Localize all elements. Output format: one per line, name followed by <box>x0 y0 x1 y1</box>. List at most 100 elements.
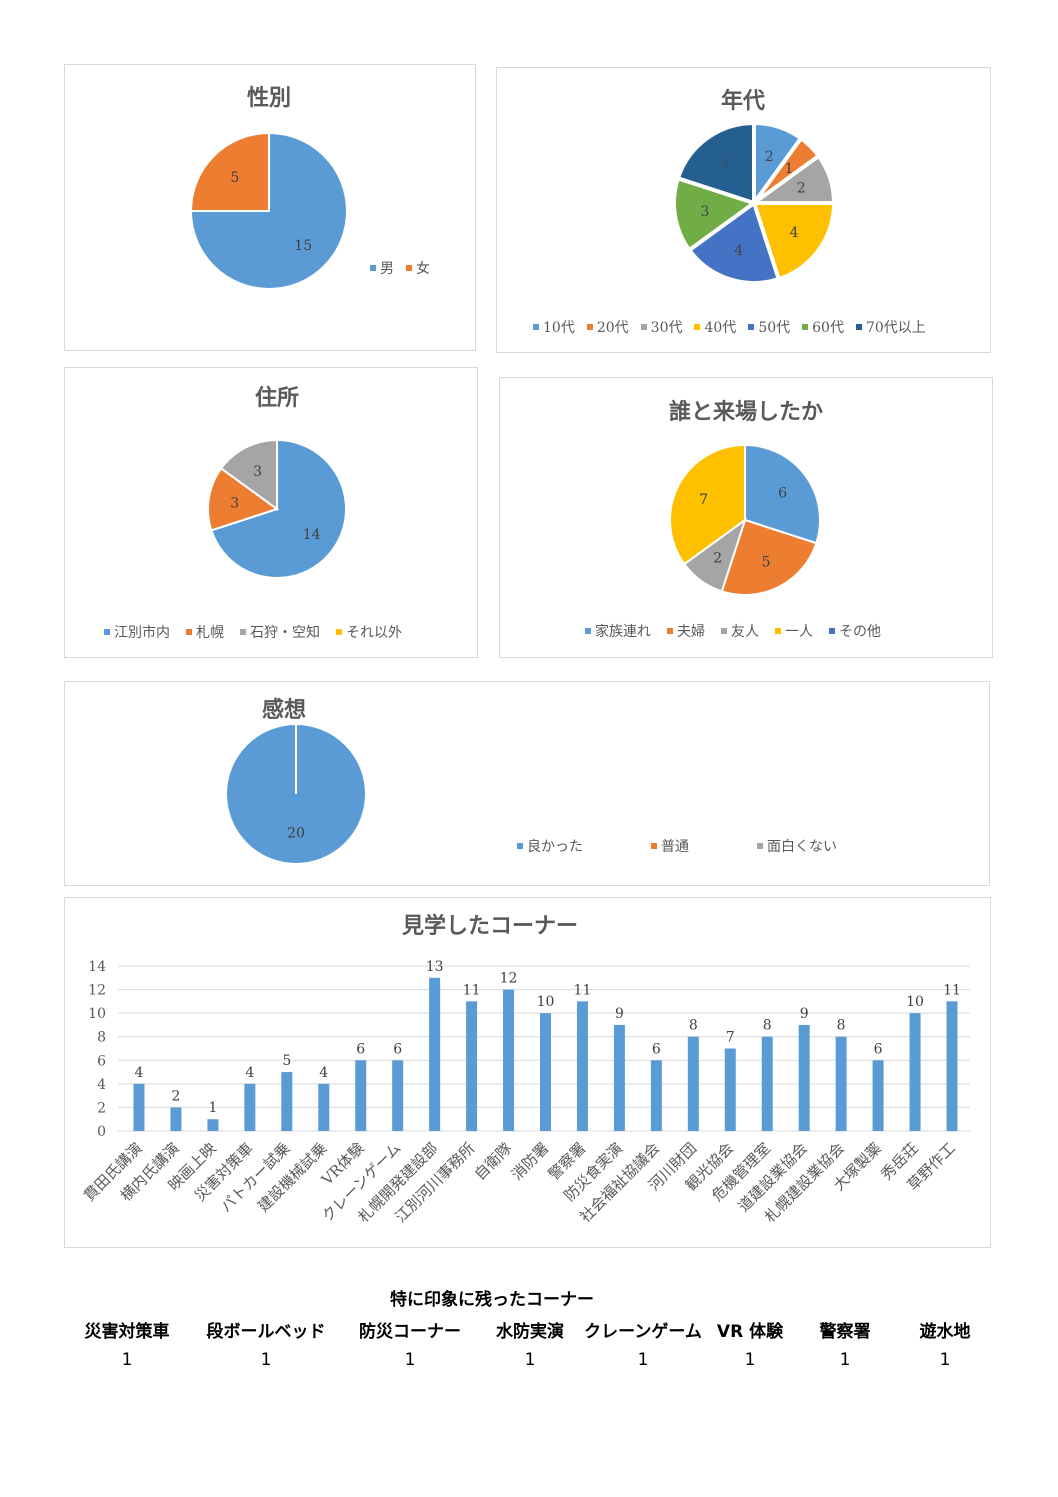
y-tick-label: 0 <box>97 1124 106 1140</box>
pie-slice <box>189 131 348 290</box>
bar <box>281 1072 293 1131</box>
table-header: VR 体験 <box>716 1322 784 1342</box>
bar <box>576 1001 588 1131</box>
bar <box>872 1060 884 1131</box>
legend-swatch <box>640 324 647 330</box>
legend-swatch <box>406 265 412 271</box>
legend-swatch <box>721 628 727 634</box>
bar <box>687 1036 699 1131</box>
bar <box>798 1024 810 1131</box>
pie-data-label: 6 <box>778 486 787 502</box>
bar-data-label: 11 <box>574 982 592 998</box>
legend-item: 江別市内 <box>104 622 170 642</box>
bar-data-label: 10 <box>906 994 924 1010</box>
pie-slice <box>210 438 347 579</box>
bar-data-label: 9 <box>615 1006 624 1022</box>
bar <box>540 1013 551 1131</box>
legend-swatch <box>533 324 539 330</box>
table-title: 特に印象に残ったコーナー <box>390 1290 594 1310</box>
legend-label: 夫婦 <box>677 624 705 640</box>
legend-swatch <box>586 324 593 330</box>
bar-data-label: 10 <box>537 994 555 1010</box>
pie-data-label: 7 <box>699 492 708 508</box>
legend-item: それ以外 <box>336 622 402 642</box>
pie-data-label: 5 <box>762 554 771 570</box>
bar-data-label: 6 <box>652 1041 661 1057</box>
legend-item: 女 <box>406 258 430 278</box>
legend-label: 家族連れ <box>595 624 651 640</box>
legend-label: 普通 <box>661 839 689 855</box>
legend-label: 30代 <box>650 320 683 336</box>
legend-swatch <box>585 628 591 634</box>
pie-data-label: 5 <box>230 170 239 186</box>
table-value: 1 <box>404 1350 416 1370</box>
legend-swatch <box>336 629 342 635</box>
pie-data-label: 20 <box>287 826 305 842</box>
legend-label: その他 <box>839 624 881 640</box>
bar-data-label: 11 <box>943 982 961 998</box>
pie-data-label: 15 <box>294 238 312 254</box>
table-header: 警察署 <box>819 1322 871 1342</box>
legend-item: 10代 <box>533 317 575 337</box>
pie-slice <box>219 438 278 511</box>
legend-label: 江別市内 <box>114 625 170 641</box>
y-tick-label: 14 <box>88 959 106 975</box>
legend-label: 50代 <box>758 320 791 336</box>
legend-item: 友人 <box>721 621 759 641</box>
legend-swatch <box>186 629 192 635</box>
table-value: 1 <box>744 1350 756 1370</box>
bar <box>170 1107 182 1131</box>
legend-swatch <box>667 628 673 634</box>
table-header: 災害対策車 <box>84 1322 170 1342</box>
pie-slice <box>744 443 821 545</box>
table-value: 1 <box>121 1350 133 1370</box>
legend-swatch <box>370 265 376 271</box>
table-header: 段ボールベッド <box>206 1322 326 1342</box>
bar <box>133 1083 145 1131</box>
legend-item: 良かった <box>517 836 583 856</box>
impression-chart-panel <box>64 681 990 886</box>
x-category-label: 消防署 <box>508 1139 553 1184</box>
table-header: 遊水地 <box>919 1322 971 1342</box>
legend-label: 女 <box>416 261 430 277</box>
bar <box>724 1048 736 1131</box>
bar <box>466 1001 478 1131</box>
table-value: 1 <box>839 1350 851 1370</box>
legend-swatch <box>757 843 763 849</box>
legend-item: 50代 <box>748 317 790 337</box>
legend-item: 男 <box>370 258 394 278</box>
legend-item: 家族連れ <box>585 621 651 641</box>
bar <box>318 1083 330 1131</box>
pie-slice <box>675 120 756 206</box>
bar <box>761 1036 773 1131</box>
bar-data-label: 6 <box>874 1041 883 1057</box>
bar <box>503 989 515 1131</box>
table-header: 水防実演 <box>496 1322 564 1342</box>
legend-swatch <box>802 324 809 330</box>
legend-label: 男 <box>380 261 394 277</box>
legend-label: 友人 <box>731 624 759 640</box>
legend-swatch <box>104 629 110 635</box>
table-header: クレーンゲーム <box>584 1322 702 1342</box>
pie-data-label: 1 <box>785 161 794 177</box>
y-tick-label: 8 <box>97 1030 106 1046</box>
pie-slice <box>686 199 782 285</box>
legend-label: 20代 <box>596 320 629 336</box>
pie-slice <box>720 518 818 596</box>
chart-title: 感想 <box>261 698 307 723</box>
table-value: 1 <box>637 1350 649 1370</box>
bar <box>429 977 441 1131</box>
legend-label: 60代 <box>812 320 844 336</box>
legend-item: 一人 <box>775 621 813 641</box>
bar-data-label: 1 <box>208 1100 217 1116</box>
chart-title: 住所 <box>254 386 300 411</box>
legend-label: 面白くない <box>767 839 837 855</box>
pie-data-label: 14 <box>303 527 321 543</box>
bar-data-label: 8 <box>837 1018 846 1034</box>
chart-legend: 江別市内 札幌 石狩・空知 それ以外 <box>104 622 402 642</box>
bar <box>650 1060 662 1131</box>
legend-label: それ以外 <box>346 625 402 641</box>
legend-item: 面白くない <box>757 836 837 856</box>
legend-swatch <box>829 628 835 634</box>
